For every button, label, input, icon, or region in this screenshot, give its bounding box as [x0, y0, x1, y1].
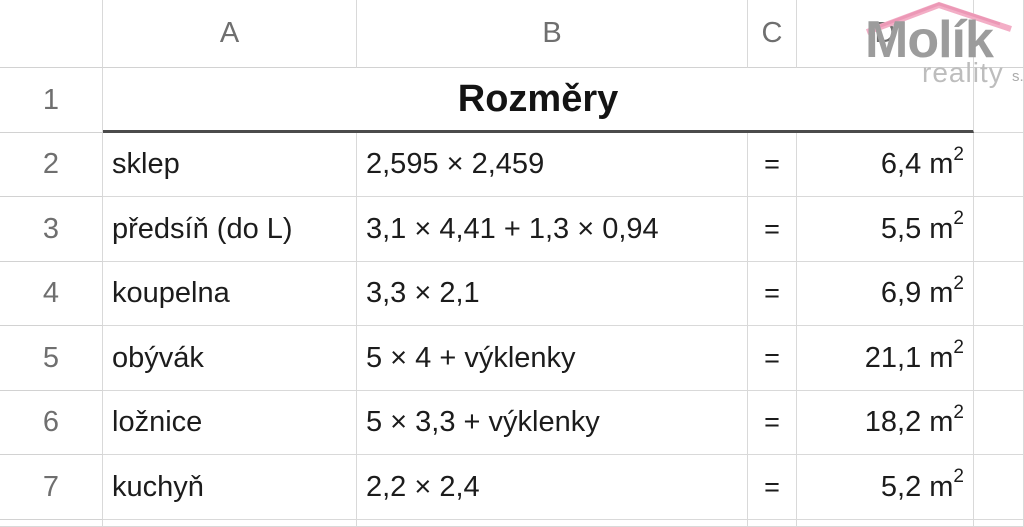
row-header-3[interactable]: 3 — [0, 197, 103, 262]
column-header-a[interactable]: A — [103, 0, 357, 68]
title-cell-rozmery[interactable]: Rozměry — [103, 68, 974, 133]
area-unit: m — [929, 341, 954, 374]
area-value: 21,1 — [864, 341, 922, 374]
cell-room-name[interactable]: obývák — [103, 326, 357, 391]
column-header-e[interactable] — [974, 0, 1024, 68]
cell-room-name[interactable]: sklep — [103, 133, 357, 197]
cell-equals[interactable]: = — [748, 326, 797, 391]
area-value: 6,4 — [880, 148, 922, 180]
empty-cell[interactable] — [974, 262, 1024, 326]
partial-row-stub — [357, 520, 748, 527]
cell-formula[interactable]: 3,3 × 2,1 — [357, 262, 748, 326]
row-header-4[interactable]: 4 — [0, 262, 103, 326]
cell-formula[interactable]: 2,2 × 2,4 — [357, 455, 748, 520]
area-unit: m — [929, 277, 954, 309]
cell-room-name[interactable]: předsíň (do L) — [103, 197, 357, 262]
empty-cell[interactable] — [974, 197, 1024, 262]
cell-area[interactable]: 6,4 m 2 — [797, 133, 974, 197]
cell-room-name[interactable]: ložnice — [103, 391, 357, 455]
partial-row-stub — [0, 520, 103, 527]
row-header-5[interactable]: 5 — [0, 326, 103, 391]
area-value: 6,9 — [880, 277, 922, 309]
cell-area[interactable]: 5,5 m 2 — [797, 197, 974, 262]
row-header-7[interactable]: 7 — [0, 455, 103, 520]
empty-cell[interactable] — [974, 133, 1024, 197]
area-value: 18,2 — [864, 406, 922, 438]
cell-room-name[interactable]: kuchyň — [103, 455, 357, 520]
cell-area[interactable]: 5,2 m 2 — [797, 455, 974, 520]
empty-cell[interactable] — [974, 68, 1024, 133]
cell-area[interactable]: 18,2 m 2 — [797, 391, 974, 455]
row-header-1[interactable]: 1 — [0, 68, 103, 133]
area-unit: m — [929, 406, 954, 438]
column-header-b[interactable]: B — [357, 0, 748, 68]
partial-row-stub — [103, 520, 357, 527]
area-value: 5,5 — [880, 212, 922, 245]
partial-row-stub — [748, 520, 797, 527]
cell-area[interactable]: 21,1 m 2 — [797, 326, 974, 391]
area-value: 5,2 — [880, 470, 922, 503]
row-header-2[interactable]: 2 — [0, 133, 103, 197]
cell-formula[interactable]: 5 × 4 + výklenky — [357, 326, 748, 391]
cell-formula[interactable]: 3,1 × 4,41 + 1,3 × 0,94 — [357, 197, 748, 262]
column-header-d[interactable]: D — [797, 0, 974, 68]
partial-row-stub — [974, 520, 1024, 527]
cell-equals[interactable]: = — [748, 197, 797, 262]
partial-row-stub — [797, 520, 974, 527]
empty-cell[interactable] — [974, 455, 1024, 520]
cell-equals[interactable]: = — [748, 455, 797, 520]
area-unit: m — [929, 470, 954, 503]
cell-equals[interactable]: = — [748, 133, 797, 197]
area-unit: m — [929, 212, 954, 245]
cell-room-name[interactable]: koupelna — [103, 262, 357, 326]
cell-formula[interactable]: 2,595 × 2,459 — [357, 133, 748, 197]
empty-cell[interactable] — [974, 326, 1024, 391]
area-unit: m — [929, 148, 954, 180]
cell-formula[interactable]: 5 × 3,3 + výklenky — [357, 391, 748, 455]
cell-equals[interactable]: = — [748, 391, 797, 455]
row-header-6[interactable]: 6 — [0, 391, 103, 455]
corner-cell[interactable] — [0, 0, 103, 68]
empty-cell[interactable] — [974, 391, 1024, 455]
cell-equals[interactable]: = — [748, 262, 797, 326]
cell-area[interactable]: 6,9 m 2 — [797, 262, 974, 326]
column-header-c[interactable]: C — [748, 0, 797, 68]
